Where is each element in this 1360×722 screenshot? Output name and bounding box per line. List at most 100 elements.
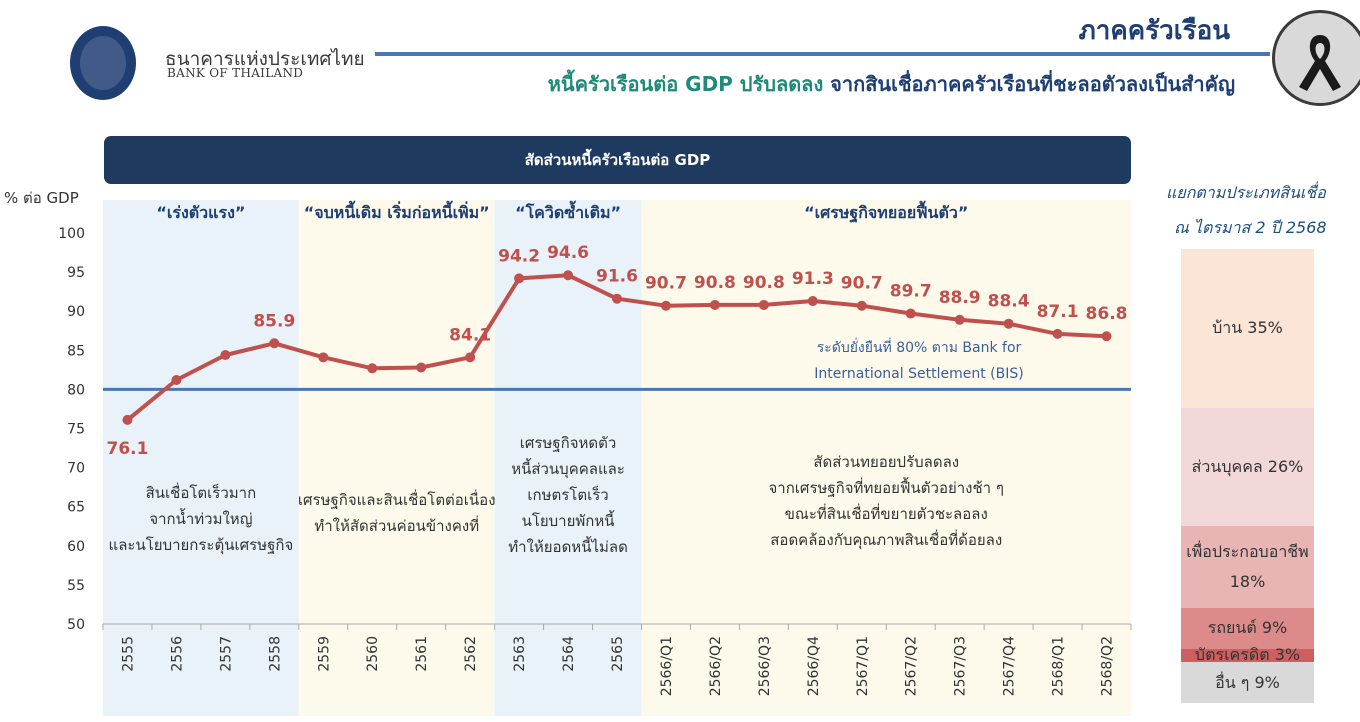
logo-emblem-icon <box>80 36 126 90</box>
data-point <box>807 296 818 307</box>
y-axis-label: % ต่อ GDP <box>4 189 79 207</box>
bank-name-thai: ธนาคารแห่งประเทศไทย <box>165 48 365 70</box>
x-tick-label: 2563 <box>512 636 528 672</box>
household-debt-chart: “เร่งตัวแรง” สินเชื่อโตเร็วมากจากน้ำท่วมใ… <box>4 189 1132 716</box>
x-tick-label: 2567/Q1 <box>855 636 871 696</box>
phase-note: เศรษฐกิจหดตัว <box>520 434 617 452</box>
y-tick-label: 100 <box>58 226 85 242</box>
phase-note: ทำให้ยอดหนี้ไม่ลด <box>508 536 628 556</box>
y-tick-label: 60 <box>67 539 85 555</box>
phase-title: “โควิดซ้ำเติม” <box>515 200 621 222</box>
bank-of-thailand-logo <box>70 26 136 100</box>
data-point <box>856 300 867 311</box>
data-label: 87.1 <box>1037 302 1079 322</box>
phase-note: สอดคล้องกับคุณภาพสินเชื่อที่ด้อยลง <box>770 529 1002 550</box>
x-tick-label: 2555 <box>120 636 136 672</box>
data-label: 89.7 <box>890 282 932 302</box>
phase-note: ขณะที่สินเชื่อที่ขยายตัวชะลอลง <box>785 503 988 523</box>
data-label: 86.8 <box>1086 304 1128 324</box>
phase-note: หนี้ส่วนบุคคลและ <box>511 458 625 479</box>
data-label: 84.1 <box>449 325 491 345</box>
phase-title: “เร่งตัวแรง” <box>156 203 245 222</box>
x-tick-label: 2564 <box>561 636 577 672</box>
composition-segment: อื่น ๆ 9% <box>1181 662 1314 703</box>
subtitle-highlight: หนี้ครัวเรือนต่อ GDP ปรับลดลง <box>547 72 824 96</box>
composition-segment: ส่วนบุคคล 26% <box>1181 407 1314 526</box>
composition-segment: บ้าน 35% <box>1181 249 1314 408</box>
x-tick-label: 2562 <box>463 636 479 672</box>
data-point <box>367 363 378 374</box>
data-point <box>905 308 916 319</box>
x-tick-label: 2565 <box>610 636 626 672</box>
y-tick-label: 65 <box>67 500 85 516</box>
y-tick-label: 75 <box>67 422 85 438</box>
x-tick-label: 2567/Q4 <box>1002 636 1018 696</box>
composition-segment: บัตรเครดิต 3% <box>1181 645 1314 664</box>
data-point <box>465 352 476 363</box>
phase-note: จากน้ำท่วมใหญ่ <box>149 508 252 528</box>
y-tick-label: 80 <box>67 382 85 398</box>
y-tick-label: 90 <box>67 304 85 320</box>
data-point <box>954 314 965 325</box>
x-tick-label: 2557 <box>218 636 234 672</box>
data-point <box>1101 331 1112 342</box>
data-point <box>1003 318 1014 329</box>
y-tick-label: 50 <box>67 617 85 633</box>
loan-composition-bar: บ้าน 35% ส่วนบุคคล 26% เพื่อประกอบอาชีพ 18… <box>1181 249 1314 703</box>
data-point <box>171 375 182 386</box>
data-label: 94.2 <box>498 246 540 266</box>
data-label: 91.3 <box>792 269 834 289</box>
phase-title: “เศรษฐกิจทยอยฟื้นตัว” <box>804 200 968 223</box>
phase-note: ทำให้สัดส่วนค่อนข้างคงที่ <box>314 515 479 535</box>
mourning-ribbon-icon <box>1272 10 1360 106</box>
composition-title-line2: ณ ไตรมาส 2 ปี 2568 <box>1174 218 1327 237</box>
data-label: 85.9 <box>253 311 295 331</box>
section-title: ภาคครัวเรือน <box>1078 16 1230 46</box>
y-tick-label: 95 <box>67 265 85 281</box>
y-tick-label: 85 <box>67 343 85 359</box>
data-label: 90.7 <box>645 274 687 294</box>
x-tick-label: 2566/Q1 <box>659 636 675 696</box>
data-point <box>318 352 329 363</box>
data-label: 90.8 <box>694 273 736 293</box>
data-label: 88.9 <box>939 288 981 308</box>
data-point <box>122 414 133 425</box>
x-tick-label: 2559 <box>316 636 332 672</box>
x-tick-label: 2567/Q3 <box>953 636 969 696</box>
data-point <box>709 299 720 310</box>
data-label: 94.6 <box>547 243 589 263</box>
x-tick-label: 2568/Q2 <box>1100 636 1116 696</box>
data-label: 88.4 <box>988 292 1030 312</box>
phase-note: เกษตรโตเร็ว <box>527 485 608 504</box>
phase-note: และนโยบายกระตุ้นเศรษฐกิจ <box>109 536 294 555</box>
composition-segment: เพื่อประกอบอาชีพ 18% <box>1181 525 1314 608</box>
data-point <box>660 300 671 311</box>
data-point <box>220 349 231 360</box>
y-tick-label: 70 <box>67 461 85 477</box>
composition-segment: รถยนต์ 9% <box>1181 607 1314 649</box>
x-tick-label: 2556 <box>169 636 185 672</box>
subtitle-rest: จากสินเชื่อภาคครัวเรือนที่ชะลอตัวลงเป็นส… <box>823 72 1235 96</box>
x-tick-label: 2567/Q2 <box>904 636 920 696</box>
x-tick-label: 2560 <box>365 636 381 672</box>
phase-note: สินเชื่อโตเร็วมาก <box>146 482 257 502</box>
phase-background <box>494 200 642 716</box>
data-point <box>563 270 574 281</box>
data-point <box>612 293 622 304</box>
data-point <box>758 299 769 310</box>
phase-note: สัดส่วนทยอยปรับลดลง <box>813 453 959 471</box>
data-label: 76.1 <box>106 439 148 459</box>
y-tick-label: 55 <box>67 578 85 594</box>
data-label: 90.8 <box>743 273 785 293</box>
data-point <box>514 273 525 284</box>
x-tick-label: 2568/Q1 <box>1051 636 1067 696</box>
phase-title: “จบหนี้เดิม เริ่มก่อหนี้เพิ่ม” <box>304 200 490 222</box>
chart-title: สัดส่วนหนี้ครัวเรือนต่อ GDP <box>104 136 1131 184</box>
page-subtitle: หนี้ครัวเรือนต่อ GDP ปรับลดลง จากสินเชื่… <box>548 68 1235 100</box>
reference-line-label: International Settlement (BIS) <box>814 366 1023 382</box>
bank-name-english: BANK OF THAILAND <box>167 66 304 80</box>
phase-note: นโยบายพักหนี้ <box>522 510 615 530</box>
composition-title-line1: แยกตามประเภทสินเชื่อ <box>1166 183 1326 202</box>
data-label: 90.7 <box>841 274 883 294</box>
x-tick-label: 2566/Q2 <box>708 636 724 696</box>
